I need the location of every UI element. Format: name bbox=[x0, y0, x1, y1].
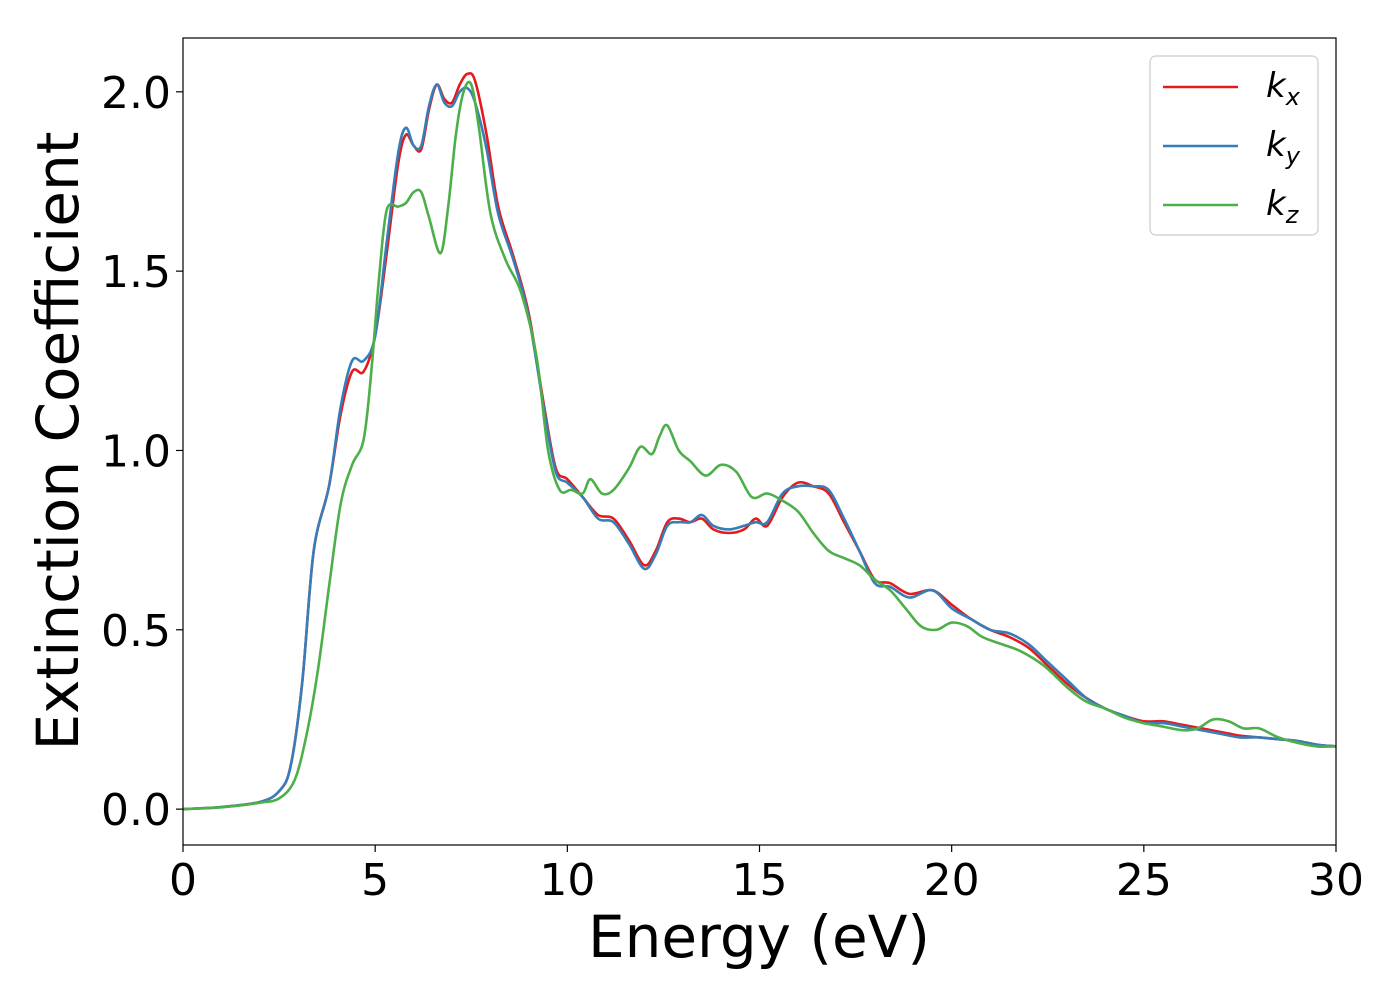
y-tick-label: 0.0 bbox=[101, 785, 171, 836]
y-tick-label: 2.0 bbox=[101, 68, 171, 119]
y-axis-label: Extinction Coefficient bbox=[24, 132, 92, 751]
x-tick-label: 30 bbox=[1308, 855, 1364, 906]
legend-label-subscript: x bbox=[1285, 83, 1301, 111]
x-tick-label: 10 bbox=[539, 855, 595, 906]
y-tick-label: 1.0 bbox=[101, 426, 171, 477]
y-axis: 0.0 0.5 1.0 1.5 2.0 bbox=[101, 68, 183, 836]
legend-label-main: k bbox=[1266, 184, 1287, 224]
series-layer bbox=[182, 71, 1337, 811]
series-line-kz bbox=[182, 80, 1337, 811]
x-tick-label: 15 bbox=[732, 855, 788, 906]
series-line-ky bbox=[182, 83, 1337, 811]
legend-label-main: k bbox=[1266, 66, 1287, 106]
legend-label-main: k bbox=[1266, 125, 1287, 165]
x-axis: 0 5 10 15 20 25 30 bbox=[169, 845, 1364, 906]
legend-label-kx: kx bbox=[1266, 66, 1301, 111]
legend-label-kz: kz bbox=[1266, 184, 1300, 229]
x-tick-label: 0 bbox=[169, 855, 197, 906]
legend-label-subscript: z bbox=[1285, 201, 1300, 229]
x-tick-label: 5 bbox=[361, 855, 389, 906]
x-tick-label: 20 bbox=[924, 855, 980, 906]
y-tick-label: 1.5 bbox=[101, 247, 171, 298]
x-tick-label: 25 bbox=[1116, 855, 1172, 906]
x-axis-label: Energy (eV) bbox=[588, 903, 930, 971]
legend-label-subscript: y bbox=[1285, 142, 1301, 170]
legend-label-ky: ky bbox=[1266, 125, 1301, 170]
y-tick-label: 0.5 bbox=[101, 606, 171, 657]
